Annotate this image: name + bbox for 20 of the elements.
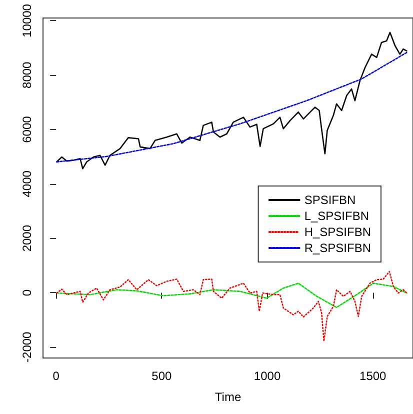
y-tick-label: 0 <box>20 289 34 296</box>
line-series <box>56 282 408 308</box>
legend-label: L_SPSIFBN <box>304 209 370 223</box>
x-tick-label: 500 <box>152 369 172 383</box>
legend-label: SPSIFBN <box>304 193 356 207</box>
line-series <box>56 52 408 163</box>
y-tick-label: -2000 <box>20 331 34 362</box>
x-tick-label: 0 <box>52 369 60 383</box>
x-axis-title: Time <box>214 390 242 404</box>
legend-label: R_SPSIFBN <box>304 241 371 255</box>
line-series <box>56 270 408 342</box>
y-tick-label: 4000 <box>20 170 34 198</box>
y-tick-label: 6000 <box>20 116 34 143</box>
line-series <box>56 32 408 170</box>
x-tick-label: 1500 <box>360 369 387 383</box>
x-tick-label: 1000 <box>254 369 281 383</box>
y-tick-label: 8000 <box>20 61 34 88</box>
legend-label: H_SPSIFBN <box>304 225 371 239</box>
y-tick-label: 2000 <box>20 224 34 252</box>
y-tick-label: 10000 <box>20 4 34 38</box>
